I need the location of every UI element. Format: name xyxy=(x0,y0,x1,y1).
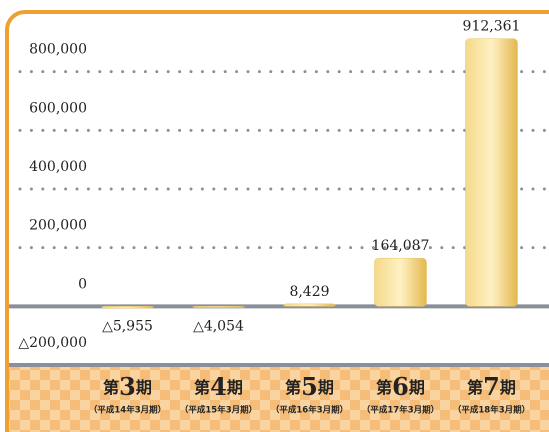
x-tick-label: 第6期 xyxy=(376,372,425,401)
bar xyxy=(283,303,336,307)
period-label: （平成15年3月期） xyxy=(180,405,257,416)
bar xyxy=(465,38,518,307)
bar xyxy=(192,306,245,308)
x-tick-label: 第7期 xyxy=(467,372,516,401)
period-label: （平成18年3月期） xyxy=(453,405,530,416)
bar xyxy=(101,306,154,309)
frame xyxy=(5,10,549,432)
x-tick-label: 第3期 xyxy=(103,372,152,401)
y-tick-label: △200,000 xyxy=(18,335,87,351)
y-tick-label: 600,000 xyxy=(29,100,87,116)
value-label: △5,955 xyxy=(102,318,153,334)
value-label: 8,429 xyxy=(289,284,329,300)
period-label: （平成14年3月期） xyxy=(89,405,166,416)
y-tick-label: 200,000 xyxy=(29,218,87,234)
y-tick-label: 800,000 xyxy=(29,42,87,58)
value-label: 164,087 xyxy=(372,238,430,254)
frame-bg xyxy=(7,367,549,432)
bar xyxy=(374,257,427,307)
y-tick-label: 0 xyxy=(78,276,87,292)
x-tick-label: 第5期 xyxy=(285,372,334,401)
period-label: （平成17年3月期） xyxy=(362,405,439,416)
y-tick-label: 400,000 xyxy=(29,159,87,175)
value-label: △4,054 xyxy=(193,318,244,334)
x-tick-label: 第4期 xyxy=(194,372,243,401)
value-label: 912,361 xyxy=(463,19,521,35)
period-label: （平成16年3月期） xyxy=(271,405,348,416)
